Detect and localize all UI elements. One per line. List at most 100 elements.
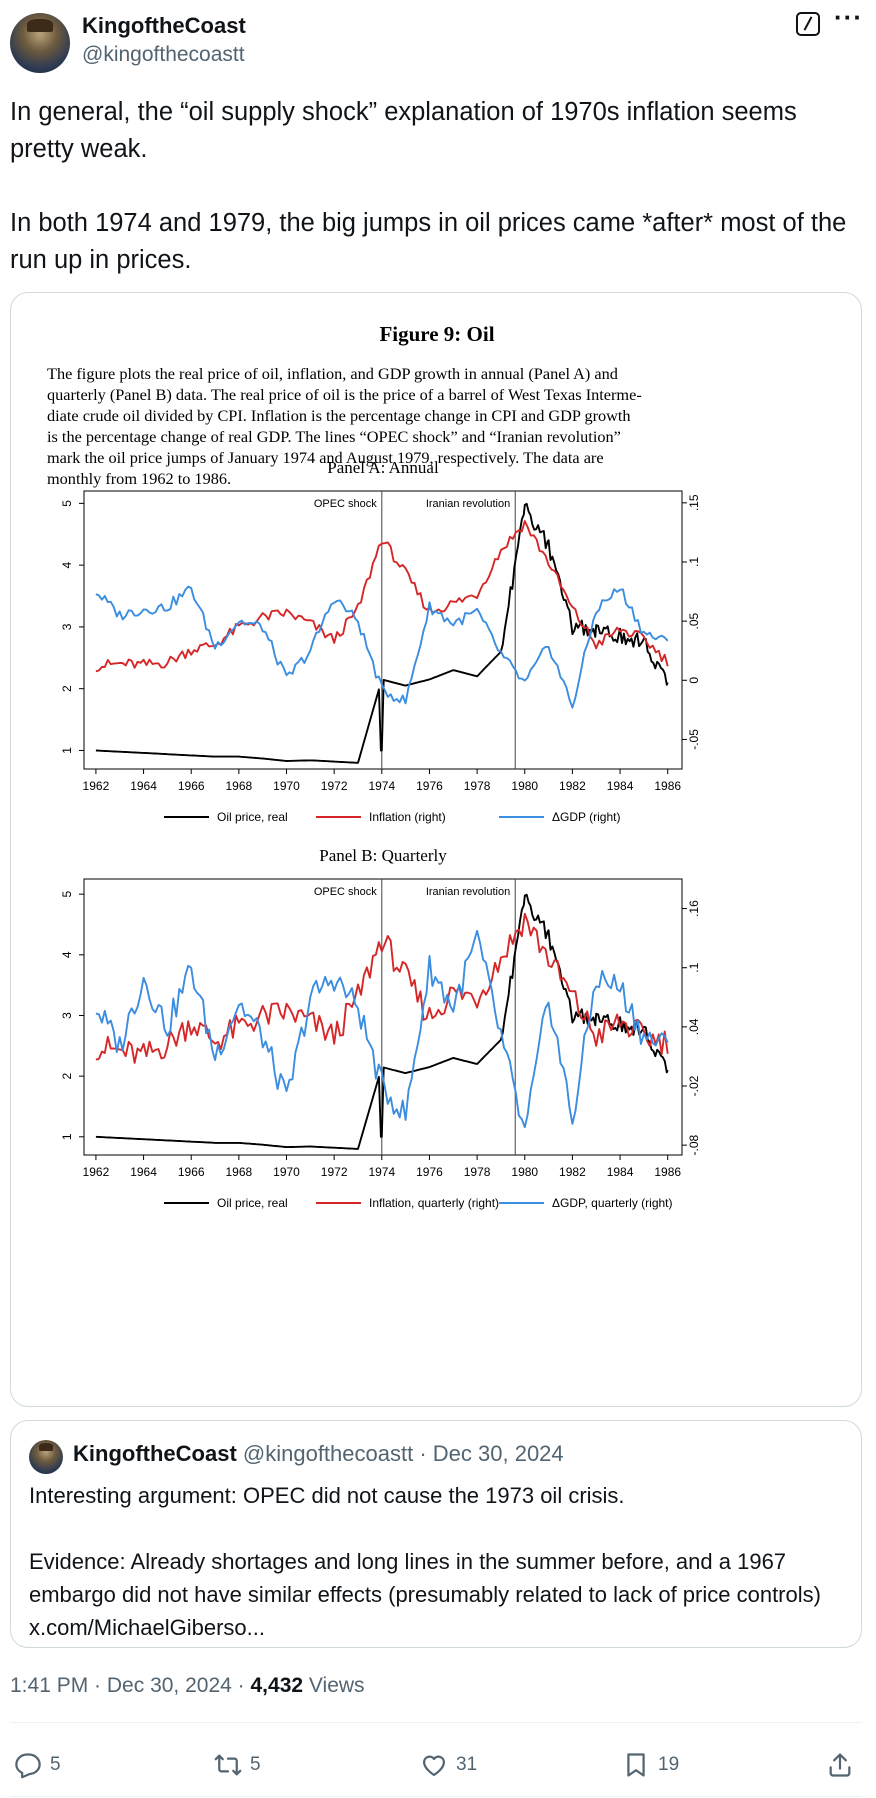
more-icon[interactable]: ··· xyxy=(834,2,863,32)
like-icon xyxy=(422,1755,446,1777)
panel-a-chart: Panel A: Annual OPEC shock Iranian revolut… xyxy=(60,458,701,824)
y-left-tick-label: 1 xyxy=(60,747,74,754)
quoted-author-name: KingoftheCoast xyxy=(73,1441,237,1466)
y-right-tick-label: -.02 xyxy=(687,1075,701,1096)
x-tick-label: 1986 xyxy=(654,779,681,793)
x-tick-label: 1980 xyxy=(511,1165,538,1179)
tweet-date[interactable]: Dec 30, 2024 xyxy=(106,1674,232,1697)
y-left-tick-label: 2 xyxy=(60,685,74,692)
x-tick-label: 1974 xyxy=(368,1165,395,1179)
like-button[interactable]: 31 xyxy=(420,1750,477,1780)
caption-line: The figure plots the real price of oil, … xyxy=(47,364,618,383)
x-tick-label: 1962 xyxy=(83,779,110,793)
like-count: 31 xyxy=(456,1754,478,1775)
bookmark-count: 19 xyxy=(658,1754,680,1775)
x-tick-label: 1982 xyxy=(559,779,586,793)
reply-button[interactable]: 5 xyxy=(14,1750,61,1780)
quoted-tweet-text: Interesting argument: OPEC did not cause… xyxy=(29,1483,821,1640)
caption-line: monthly from 1962 to 1986. xyxy=(47,469,231,488)
figure-image[interactable]: Figure 9: Oil The figure plots the real … xyxy=(10,292,862,1407)
y-right-tick-label: .16 xyxy=(687,900,701,917)
divider xyxy=(10,1796,862,1797)
annotation-label: OPEC shock xyxy=(314,498,377,510)
reply-count: 5 xyxy=(50,1754,61,1775)
y-right-tick-label: .1 xyxy=(687,962,701,972)
x-tick-label: 1968 xyxy=(226,779,253,793)
legend-label: Inflation (right) xyxy=(369,810,446,824)
tweet-text: In general, the “oil supply shock” expla… xyxy=(10,98,847,274)
series-line xyxy=(95,520,669,673)
annotation-label: Iranian revolution xyxy=(426,498,510,510)
x-tick-label: 1970 xyxy=(273,1165,300,1179)
y-right-tick-label: .05 xyxy=(687,612,701,629)
caption-line: is the percentage change of real GDP. Th… xyxy=(47,427,621,446)
y-left-tick-label: 4 xyxy=(60,951,74,958)
x-tick-label: 1968 xyxy=(226,1165,253,1179)
tweet-time[interactable]: 1:41 PM xyxy=(10,1674,89,1697)
figure-title: Figure 9: Oil xyxy=(379,322,494,346)
annotation-label: Iranian revolution xyxy=(426,886,510,898)
quoted-tweet[interactable]: KingoftheCoast @kingofthecoastt · Dec 30… xyxy=(10,1420,862,1648)
retweet-icon xyxy=(214,1754,242,1776)
y-right-tick-label: .1 xyxy=(687,557,701,567)
series-line xyxy=(95,893,669,1150)
legend-label: ΔGDP (right) xyxy=(552,810,620,824)
y-right-tick-label: .15 xyxy=(687,494,701,511)
tweet-meta: 1:41 PM · Dec 30, 2024 · 4,432 Views xyxy=(10,1674,365,1697)
x-tick-label: 1964 xyxy=(130,1165,157,1179)
share-button[interactable] xyxy=(826,1750,854,1780)
x-tick-label: 1976 xyxy=(416,1165,443,1179)
x-tick-label: 1982 xyxy=(559,1165,586,1179)
y-left-tick-label: 3 xyxy=(60,1012,74,1019)
legend-label: Oil price, real xyxy=(217,810,288,824)
y-left-tick-label: 2 xyxy=(60,1072,74,1079)
views-count: 4,432 xyxy=(250,1674,304,1697)
bookmark-button[interactable]: 19 xyxy=(622,1750,679,1780)
panel-title: Panel A: Annual xyxy=(327,458,439,477)
x-tick-label: 1984 xyxy=(607,1165,634,1179)
x-tick-label: 1984 xyxy=(607,779,634,793)
quoted-author-handle: @kingofthecoastt xyxy=(242,1441,414,1466)
legend-label: Oil price, real xyxy=(217,1196,288,1210)
y-right-tick-label: .04 xyxy=(687,1018,701,1035)
legend-label: Inflation, quarterly (right) xyxy=(369,1196,499,1210)
y-left-tick-label: 5 xyxy=(60,500,74,507)
author-name[interactable]: KingoftheCoast xyxy=(82,13,246,38)
quoted-author-avatar[interactable] xyxy=(29,1440,63,1474)
panel-title: Panel B: Quarterly xyxy=(319,846,447,865)
quoted-tweet-header: KingoftheCoast @kingofthecoastt · Dec 30… xyxy=(73,1441,564,1466)
author-handle[interactable]: @kingofthecoastt xyxy=(82,43,245,66)
share-icon xyxy=(829,1753,851,1777)
plot-frame xyxy=(83,490,683,770)
series-line xyxy=(95,929,669,1129)
series-line xyxy=(95,912,669,1064)
x-tick-label: 1980 xyxy=(511,779,538,793)
y-left-tick-label: 3 xyxy=(60,623,74,630)
y-right-tick-label: -.08 xyxy=(687,1134,701,1155)
caption-line: mark the oil price jumps of January 1974… xyxy=(47,448,604,467)
x-tick-label: 1978 xyxy=(464,1165,491,1179)
x-tick-label: 1966 xyxy=(178,779,205,793)
caption-line: quarterly (Panel B) data. The real price… xyxy=(47,385,642,404)
author-avatar[interactable] xyxy=(10,13,70,73)
y-left-tick-label: 5 xyxy=(60,891,74,898)
bookmark-icon xyxy=(627,1753,645,1777)
x-tick-label: 1978 xyxy=(464,779,491,793)
x-tick-label: 1972 xyxy=(321,1165,348,1179)
grok-icon[interactable] xyxy=(796,12,820,36)
figure-caption: The figure plots the real price of oil, … xyxy=(47,364,642,488)
x-tick-label: 1986 xyxy=(654,1165,681,1179)
x-tick-label: 1966 xyxy=(178,1165,205,1179)
x-tick-label: 1964 xyxy=(130,779,157,793)
x-tick-label: 1962 xyxy=(83,1165,110,1179)
y-right-tick-label: 0 xyxy=(687,677,701,684)
y-left-tick-label: 1 xyxy=(60,1133,74,1140)
views-label: Views xyxy=(308,1674,365,1697)
x-tick-label: 1974 xyxy=(368,779,395,793)
panel-b-chart: Panel B: Quarterly OPEC shock Iranian revo… xyxy=(60,846,701,1210)
caption-line: diate crude oil divided by CPI. Inflatio… xyxy=(47,406,631,425)
plot-frame xyxy=(83,878,683,1156)
retweet-button[interactable]: 5 xyxy=(214,1750,261,1780)
y-left-tick-label: 4 xyxy=(60,561,74,568)
retweet-count: 5 xyxy=(250,1754,261,1775)
